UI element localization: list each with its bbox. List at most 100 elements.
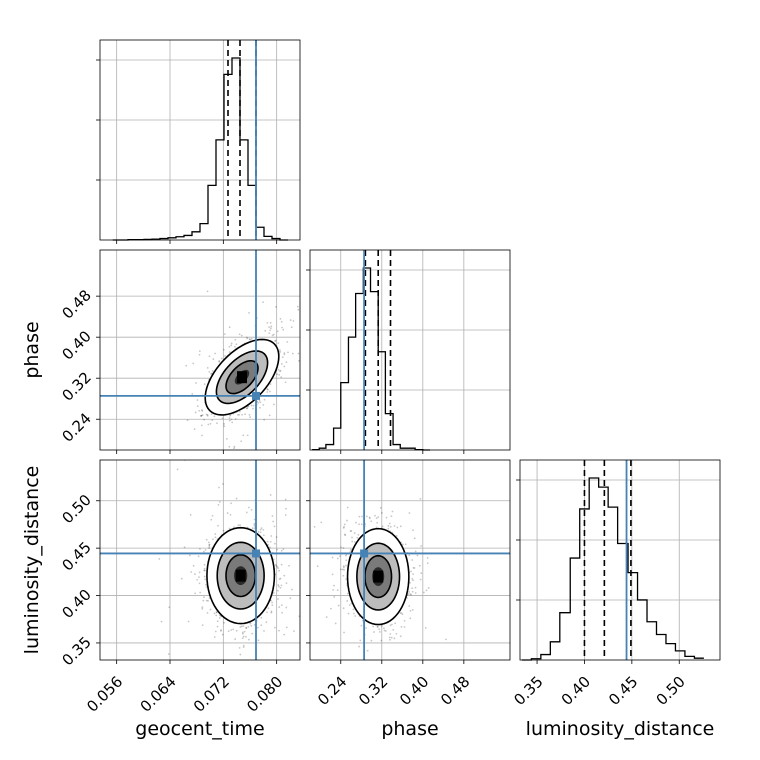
sample-point [259,401,262,404]
sample-point [249,416,252,419]
sample-point [208,543,211,546]
sample-point [203,418,206,421]
sample-point [242,625,245,627]
sample-point [205,413,208,416]
sample-point [280,549,283,552]
sample-point [256,626,259,629]
sample-point [316,535,318,537]
sample-point [220,357,223,360]
sample-point [253,522,256,525]
sample-point [203,575,206,578]
sample-point [423,591,425,594]
sample-point [273,403,275,406]
sample-point [414,550,417,553]
sample-point [276,373,279,376]
sample-point [400,625,403,628]
sample-point [399,635,402,638]
sample-point [279,586,282,589]
sample-point [227,630,230,632]
sample-point [400,612,403,615]
sample-point [282,328,285,331]
sample-point [240,625,243,628]
sample-point [228,445,231,448]
sample-point [280,320,283,323]
sample-point [192,564,195,567]
sample-point [331,573,334,576]
sample-point [233,447,236,450]
sample-point [218,486,220,489]
sample-point [205,583,207,586]
sample-point [281,326,283,329]
sample-point [389,525,392,528]
sample-point [290,326,293,329]
sample-point [242,635,245,638]
sample-point [196,578,199,581]
sample-point [226,438,228,440]
sample-point [408,605,411,607]
sample-point [413,567,416,569]
histogram-phase [312,267,430,451]
histogram-geocent_time [112,57,288,241]
sample-point [413,537,416,540]
sample-point [210,372,213,375]
sample-point [278,629,280,632]
sample-point [251,527,254,530]
sample-point [229,414,231,417]
sample-point [279,369,282,372]
sample-point [204,569,206,572]
sample-point [248,338,251,340]
sample-point [274,542,276,545]
sample-point [199,591,202,594]
sample-point [203,383,206,386]
sample-point [228,326,231,329]
sample-point [257,531,260,533]
panel-geocent_time-vs-geocent_time [96,40,300,244]
sample-point [203,569,206,572]
sample-point [292,320,295,322]
sample-point [275,305,277,308]
sample-point [409,593,412,595]
sample-point [231,421,234,424]
sample-point [266,388,269,390]
sample-point [237,413,239,416]
sample-point [316,565,319,568]
sample-point [233,345,236,348]
sample-point [411,609,414,611]
sample-point [200,414,203,417]
sample-point [276,548,278,551]
sample-point [238,410,241,413]
sample-point [268,332,271,335]
sample-point [214,533,217,535]
sample-point [211,514,214,517]
sample-point [205,599,208,602]
sample-point [390,515,393,518]
sample-point [245,635,247,638]
sample-point [208,370,211,373]
sample-point [278,373,281,376]
sample-point [282,548,285,551]
sample-point [412,573,414,576]
sample-point [242,646,245,649]
sample-point [194,573,196,575]
sample-point [176,468,179,471]
contour-line-0 [206,526,276,625]
sample-point [163,474,165,476]
sample-point [259,531,262,534]
sample-point [375,526,378,529]
sample-point [271,601,273,604]
panel-luminosity_distance-vs-geocent_time [96,460,318,664]
sample-point [207,599,209,602]
sample-point [275,565,278,567]
sample-point [214,630,217,633]
sample-point [201,434,203,437]
sample-point [248,414,251,416]
sample-point [233,445,236,448]
sample-point [208,355,211,358]
sample-point [228,417,231,419]
sample-point [243,630,246,633]
sample-point [241,637,244,640]
sample-point [344,533,346,536]
sample-point [272,520,275,523]
sample-point [230,502,233,505]
sample-point [283,353,286,356]
